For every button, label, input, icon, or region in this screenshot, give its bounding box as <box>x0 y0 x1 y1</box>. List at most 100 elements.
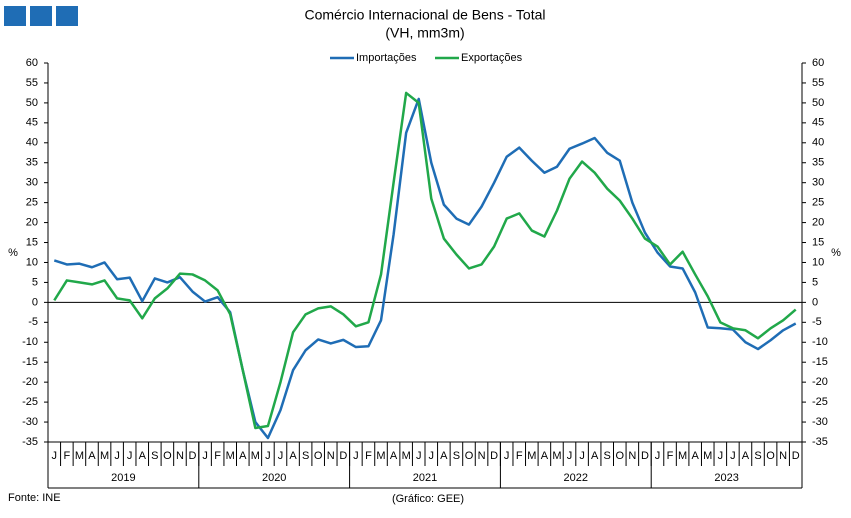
y2-tick-label: -10 <box>812 336 828 348</box>
y-tick-label: -15 <box>22 356 38 368</box>
y2-tick-label: 60 <box>812 57 824 69</box>
logo <box>30 6 52 26</box>
x-tick-label: O <box>465 450 474 462</box>
x-tick-label: J <box>718 450 724 462</box>
y2-tick-label: 40 <box>812 137 824 149</box>
x-tick-label: N <box>478 450 486 462</box>
x-tick-label: D <box>490 450 498 462</box>
y2-tick-label: 0 <box>812 296 818 308</box>
x-tick-label: J <box>416 450 422 462</box>
y2-tick-label: 30 <box>812 177 824 189</box>
y-tick-label: -35 <box>22 436 38 448</box>
x-tick-label: A <box>742 450 750 462</box>
x-tick-label: M <box>100 450 109 462</box>
x-tick-label: D <box>792 450 800 462</box>
y-tick-label: -20 <box>22 376 38 388</box>
y-tick-label: 45 <box>26 117 38 129</box>
x-tick-label: M <box>75 450 84 462</box>
legend-label: Exportações <box>461 52 523 64</box>
x-tick-label: A <box>239 450 247 462</box>
x-tick-label: M <box>678 450 687 462</box>
x-tick-label: J <box>202 450 208 462</box>
x-tick-label: S <box>453 450 460 462</box>
year-label: 2020 <box>262 472 286 484</box>
x-tick-label: M <box>251 450 260 462</box>
y2-tick-label: 10 <box>812 256 824 268</box>
y2-tick-label: 25 <box>812 197 824 209</box>
x-tick-label: A <box>541 450 549 462</box>
x-tick-label: F <box>516 450 523 462</box>
x-tick-label: J <box>655 450 661 462</box>
x-tick-label: D <box>189 450 197 462</box>
y2-tick-label: 5 <box>812 276 818 288</box>
y2-tick-label: 20 <box>812 216 824 228</box>
x-tick-label: M <box>552 450 561 462</box>
y-tick-label: 15 <box>26 236 38 248</box>
x-tick-label: M <box>376 450 385 462</box>
x-tick-label: J <box>265 450 271 462</box>
y-tick-label: 40 <box>26 137 38 149</box>
y2-tick-label: 45 <box>812 117 824 129</box>
y2-tick-label: 50 <box>812 97 824 109</box>
x-tick-label: D <box>339 450 347 462</box>
x-tick-label: J <box>353 450 359 462</box>
x-tick-label: A <box>692 450 700 462</box>
x-tick-label: S <box>151 450 158 462</box>
y-tick-label: 5 <box>32 276 38 288</box>
x-tick-label: O <box>163 450 172 462</box>
x-tick-label: J <box>127 450 133 462</box>
y2-tick-label: 55 <box>812 77 824 89</box>
y-tick-label: -10 <box>22 336 38 348</box>
x-tick-label: A <box>139 450 147 462</box>
x-tick-label: J <box>579 450 585 462</box>
x-tick-label: D <box>641 450 649 462</box>
x-tick-label: O <box>314 450 323 462</box>
x-tick-label: S <box>754 450 761 462</box>
x-tick-label: A <box>440 450 448 462</box>
y2-tick-label: -15 <box>812 356 828 368</box>
x-tick-label: J <box>52 450 58 462</box>
x-tick-label: J <box>567 450 573 462</box>
year-label: 2023 <box>714 472 738 484</box>
x-tick-label: S <box>302 450 309 462</box>
x-tick-label: F <box>63 450 70 462</box>
year-label: 2021 <box>413 472 437 484</box>
x-tick-label: J <box>114 450 120 462</box>
y-tick-label: 60 <box>26 57 38 69</box>
chart-subtitle: (VH, mm3m) <box>385 25 464 41</box>
x-tick-label: A <box>390 450 398 462</box>
x-tick-label: M <box>226 450 235 462</box>
y-tick-label: -5 <box>28 316 38 328</box>
y-tick-label: 20 <box>26 216 38 228</box>
x-tick-label: F <box>214 450 221 462</box>
x-tick-label: A <box>591 450 599 462</box>
year-label: 2019 <box>111 472 135 484</box>
source: Fonte: INE <box>8 492 61 504</box>
credit: (Gráfico: GEE) <box>392 493 464 505</box>
x-tick-label: J <box>429 450 435 462</box>
series-line <box>53 97 797 440</box>
x-tick-label: N <box>327 450 335 462</box>
y-tick-label: 10 <box>26 256 38 268</box>
y2-tick-label: -5 <box>812 316 822 328</box>
x-tick-label: N <box>628 450 636 462</box>
y2-tick-label: -25 <box>812 396 828 408</box>
x-tick-label: N <box>176 450 184 462</box>
y2-tick-label: 15 <box>812 236 824 248</box>
x-tick-label: A <box>88 450 96 462</box>
x-tick-label: O <box>616 450 625 462</box>
x-tick-label: A <box>289 450 297 462</box>
y2-tick-label: -20 <box>812 376 828 388</box>
y-tick-label: 0 <box>32 296 38 308</box>
y-tick-label: 55 <box>26 77 38 89</box>
y-tick-label: -30 <box>22 416 38 428</box>
y2-axis-label: % <box>831 247 841 259</box>
y-tick-label: 30 <box>26 177 38 189</box>
x-tick-label: M <box>703 450 712 462</box>
logo <box>56 6 78 26</box>
x-tick-label: F <box>667 450 674 462</box>
y-axis-label: % <box>8 247 18 259</box>
y2-tick-label: -30 <box>812 416 828 428</box>
x-tick-label: J <box>504 450 510 462</box>
x-tick-label: F <box>365 450 372 462</box>
